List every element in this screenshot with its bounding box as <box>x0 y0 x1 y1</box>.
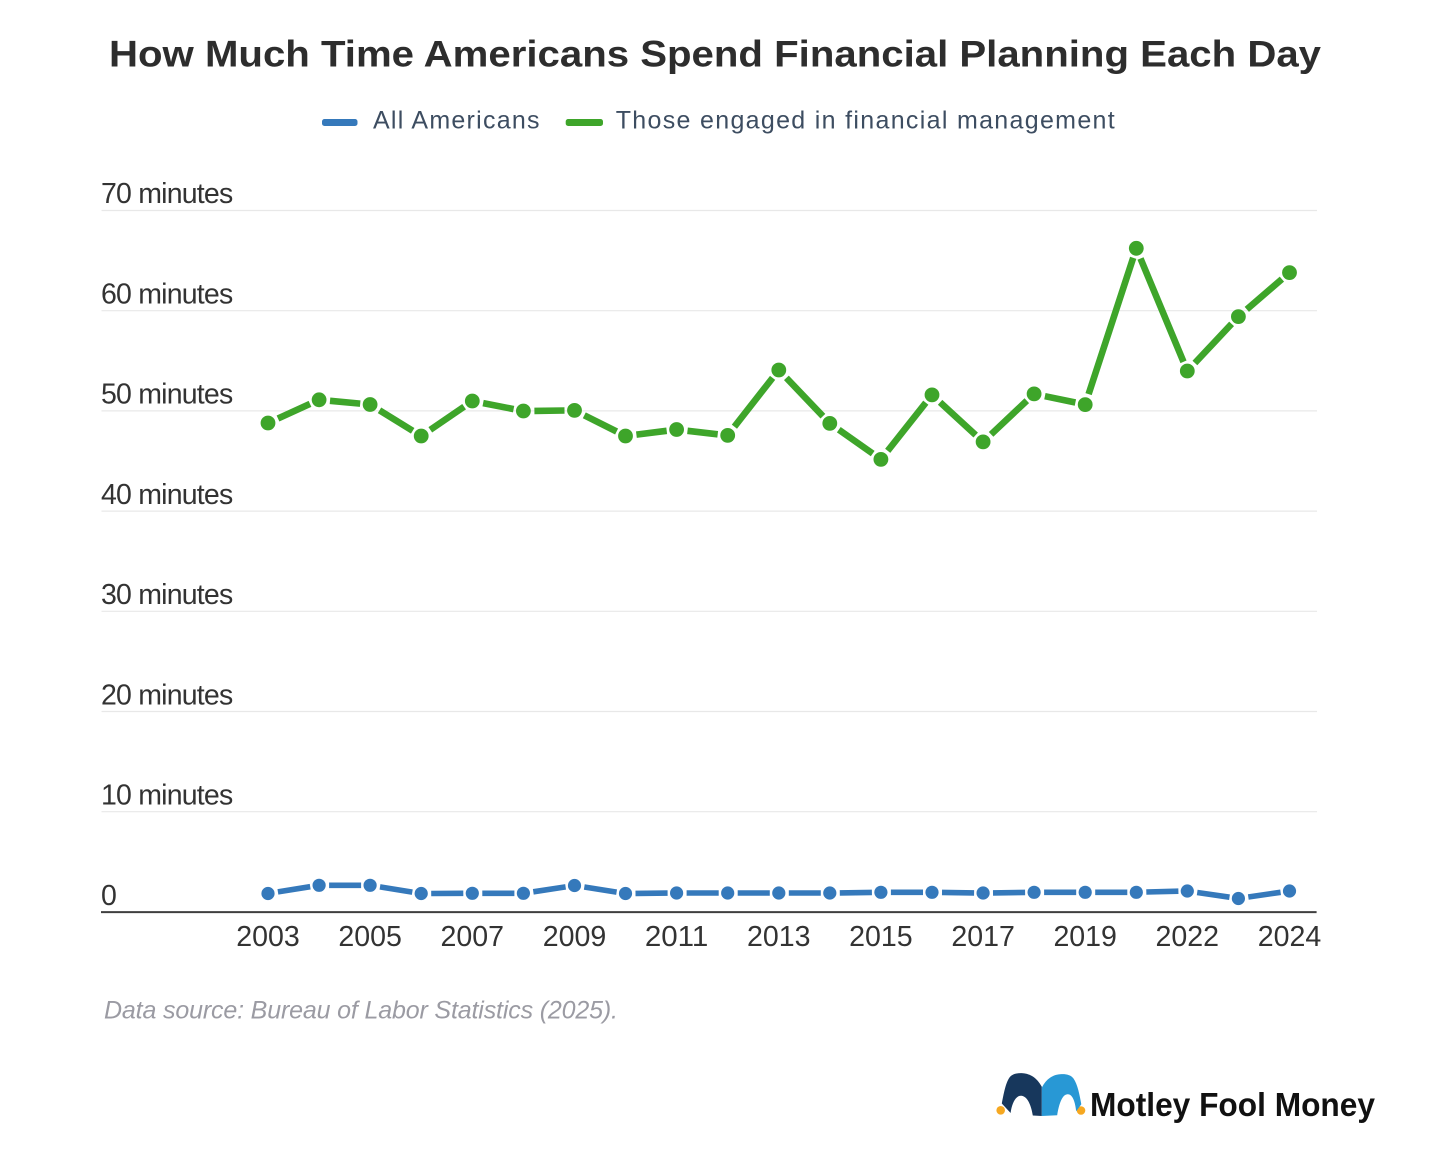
svg-text:2024: 2024 <box>1258 921 1322 953</box>
svg-text:10 minutes: 10 minutes <box>101 780 233 812</box>
svg-text:2017: 2017 <box>951 921 1015 953</box>
svg-text:50 minutes: 50 minutes <box>101 379 233 411</box>
svg-text:All Americans: All Americans <box>373 107 540 135</box>
svg-text:2007: 2007 <box>441 921 505 953</box>
svg-text:2003: 2003 <box>236 921 300 953</box>
svg-text:20 minutes: 20 minutes <box>101 680 233 712</box>
svg-text:2013: 2013 <box>747 921 811 953</box>
svg-text:0: 0 <box>101 880 117 912</box>
svg-text:2005: 2005 <box>338 921 402 953</box>
svg-text:2009: 2009 <box>543 921 607 953</box>
svg-text:30 minutes: 30 minutes <box>101 579 233 611</box>
svg-text:60 minutes: 60 minutes <box>101 278 233 310</box>
svg-text:2011: 2011 <box>645 921 709 953</box>
svg-text:Data source: Bureau of Labor S: Data source: Bureau of Labor Statistics … <box>104 997 618 1025</box>
svg-text:70 minutes: 70 minutes <box>101 178 233 210</box>
svg-text:2019: 2019 <box>1053 921 1117 953</box>
svg-text:Motley Fool Money: Motley Fool Money <box>1090 1087 1375 1124</box>
svg-text:2015: 2015 <box>849 921 913 953</box>
svg-text:40 minutes: 40 minutes <box>101 479 233 511</box>
svg-text:How Much Time Americans Spend: How Much Time Americans Spend Financial … <box>109 34 1322 75</box>
svg-text:2022: 2022 <box>1156 921 1220 953</box>
